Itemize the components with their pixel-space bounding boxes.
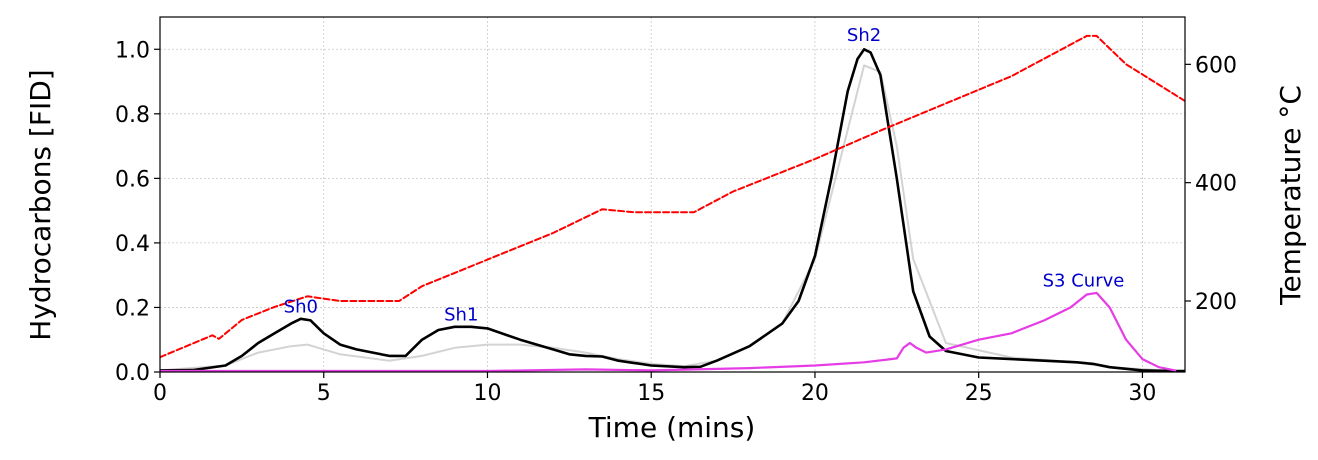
annotation-sh2: Sh2 [847,25,881,46]
x-axis-ticks: 0 5 10 15 20 25 30 [153,372,1156,406]
y2-tick-label: 600 [1195,53,1237,78]
y-tick-label: 0.0 [115,361,150,386]
series-layer [160,34,1185,372]
series-hydrocarbons-line [160,47,1185,372]
y-axis-left-ticks: 0.0 0.2 0.4 0.6 0.8 1.0 [115,38,160,386]
series-temperature-line [160,34,1185,359]
x-tick-label: 10 [473,381,501,406]
y2-tick-label: 400 [1195,172,1237,197]
y-axis-left-title: Hydrocarbons [FID] [24,69,57,340]
y-tick-label: 1.0 [115,38,150,63]
annotation-sh1: Sh1 [444,304,478,325]
x-tick-label: 20 [801,381,829,406]
y-axis-right-title: Temperature °C [1274,85,1307,306]
annotation-layer: Sh0 Sh1 Sh2 S3 Curve [284,25,1125,325]
annotation-sh0: Sh0 [284,296,318,317]
y2-tick-label: 200 [1195,290,1237,315]
y-tick-label: 0.6 [115,167,150,192]
x-tick-label: 25 [965,381,993,406]
y-tick-label: 0.4 [115,232,150,257]
x-tick-label: 15 [637,381,665,406]
y-tick-label: 0.2 [115,296,150,321]
plot-frame [159,16,1186,373]
x-tick-label: 0 [153,381,167,406]
y-tick-label: 0.8 [115,103,150,128]
y-axis-right-ticks: 200 400 600 [1185,53,1237,315]
annotation-s3-curve: S3 Curve [1043,270,1125,291]
plot-background [160,17,1185,372]
x-tick-label: 5 [317,381,331,406]
series-s3-line [160,291,1177,372]
x-tick-label: 30 [1128,381,1156,406]
x-axis-title: Time (mins) [588,411,756,444]
